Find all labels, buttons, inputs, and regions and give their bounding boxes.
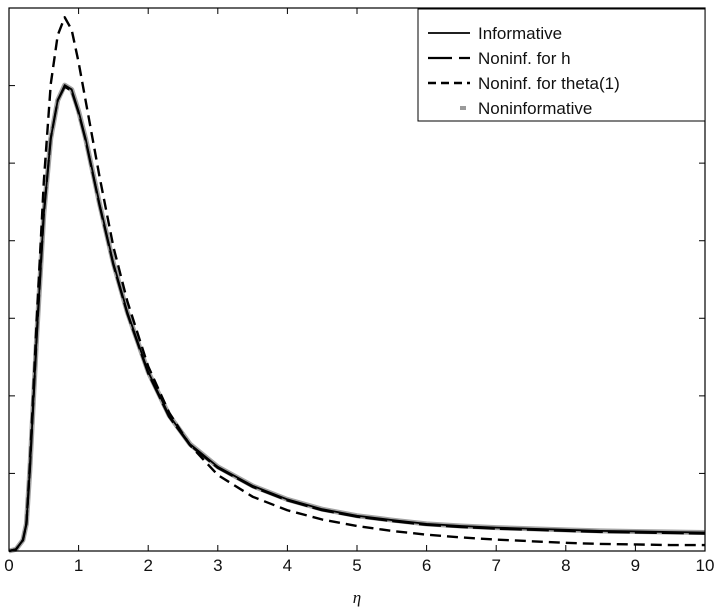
legend-label: Noninformative xyxy=(478,99,592,118)
series-line-1 xyxy=(8,84,706,552)
x-tick-label: 3 xyxy=(213,556,222,575)
x-tick-label: 10 xyxy=(696,556,715,575)
legend-label: Noninf. for theta(1) xyxy=(478,74,620,93)
series-line-4 xyxy=(8,82,706,554)
x-tick-label: 6 xyxy=(422,556,431,575)
x-tick-label: 1 xyxy=(74,556,83,575)
legend: Informative Noninf. for h Noninf. for thet… xyxy=(417,8,706,122)
legend-box xyxy=(417,8,706,122)
x-tick-label: 5 xyxy=(352,556,361,575)
x-axis-label: η xyxy=(353,588,361,607)
x-tick-label: 2 xyxy=(143,556,152,575)
x-tick-label: 8 xyxy=(561,556,570,575)
x-tick-label: 7 xyxy=(491,556,500,575)
series-line-3 xyxy=(8,16,705,553)
legend-label: Informative xyxy=(478,24,562,43)
series-layer xyxy=(8,16,706,554)
legend-label: Noninf. for h xyxy=(478,49,571,68)
series-line-2 xyxy=(8,85,706,553)
x-tick-label: 4 xyxy=(283,556,292,575)
x-tick-label: 9 xyxy=(631,556,640,575)
x-tick-label: 0 xyxy=(4,556,13,575)
